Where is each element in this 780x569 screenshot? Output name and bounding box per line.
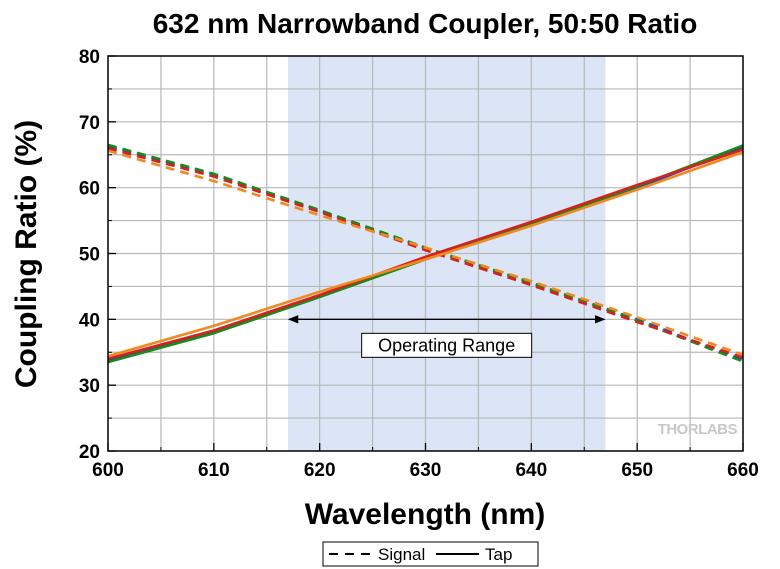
x-axis-title: Wavelength (nm)	[305, 498, 546, 531]
y-tick-label: 50	[79, 245, 100, 266]
operating-range-label: Operating Range	[378, 335, 515, 355]
y-tick-label: 20	[79, 442, 100, 463]
legend-signal-label: Signal	[378, 545, 425, 564]
x-tick-labels: 600 610 620 630 640 650 660	[92, 443, 759, 481]
thorlabs-logo: THORLABS	[658, 421, 738, 438]
y-tick-label: 70	[79, 113, 100, 134]
legend-tap-label: Tap	[485, 545, 512, 564]
x-tick-label: 640	[515, 460, 547, 481]
y-tick-label: 30	[79, 376, 100, 397]
tap-series-line-3	[107, 148, 744, 361]
tap-series-line-4	[107, 150, 744, 358]
x-tick-label: 600	[92, 460, 124, 481]
signal-series-line-4	[107, 149, 744, 357]
x-tick-label: 620	[304, 460, 336, 481]
legend-box	[322, 541, 539, 567]
legend: Signal Tap	[322, 541, 539, 567]
y-axis-title: Coupling Ratio (%)	[10, 120, 43, 388]
y-tick-label: 60	[79, 179, 100, 200]
signal-series-line-3	[107, 146, 744, 359]
operating-range-label-box	[361, 332, 533, 358]
x-tick-label: 650	[621, 460, 653, 481]
y-tick-label: 80	[79, 47, 100, 68]
x-tick-label: 610	[198, 460, 230, 481]
x-tick-label: 660	[727, 460, 759, 481]
y-tick-label: 40	[79, 310, 100, 331]
chart-title: 632 nm Narrowband Coupler, 50:50 Ratio	[153, 8, 698, 39]
x-tick-label: 630	[410, 460, 442, 481]
y-tick-labels: 20 30 40 50 60 70 80	[79, 47, 116, 463]
series-layer	[107, 143, 744, 364]
grid-lines	[108, 56, 743, 451]
